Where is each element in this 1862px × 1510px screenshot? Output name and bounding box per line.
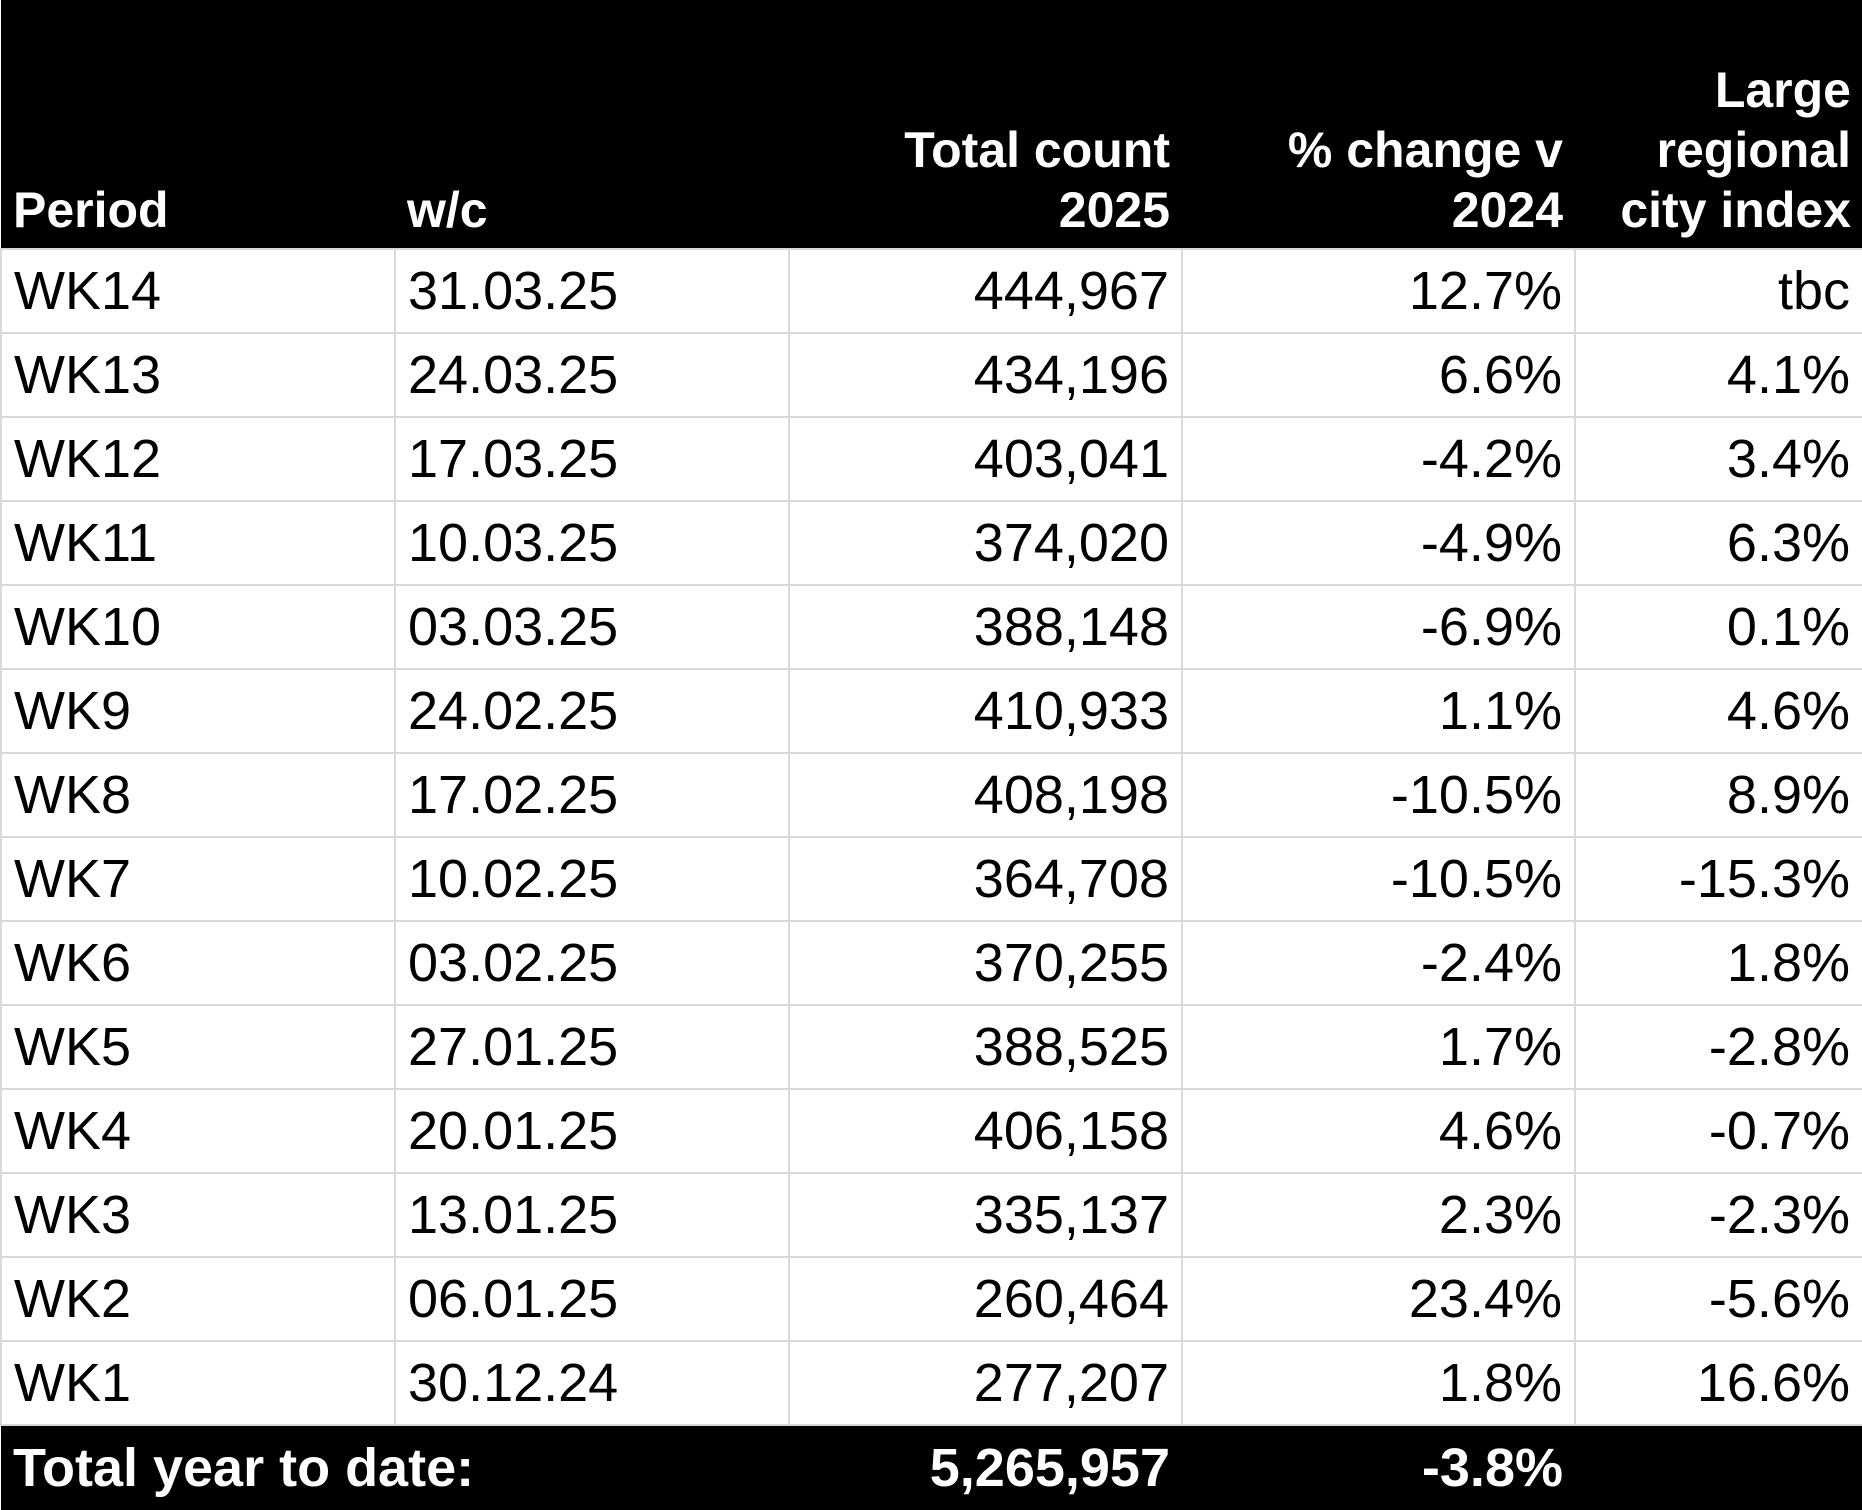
column-header: Large regional city index [1575,0,1862,249]
table-cell: WK1 [0,1340,396,1426]
table-cell: WK3 [0,1172,396,1258]
table-cell: -15.3% [1574,836,1862,922]
table-cell: 8.9% [1574,752,1862,838]
table-row: WK9 24.02.25 410,933 1.1% 4.6% [0,668,1862,754]
table-cell: 4.1% [1574,332,1862,418]
table-cell: 17.02.25 [394,752,790,838]
table-cell: 370,255 [788,920,1183,1006]
column-header: Period [1,0,395,249]
table-cell: 27.01.25 [394,1004,790,1090]
table-cell: 30.12.24 [394,1340,790,1426]
table-cell: -4.2% [1181,416,1576,502]
footer-label: Total year to date: [1,1425,789,1510]
table-cell: WK5 [0,1004,396,1090]
table-cell: 23.4% [1181,1256,1576,1342]
table-cell: 406,158 [788,1088,1183,1174]
table-cell: -6.9% [1181,584,1576,670]
table-row: WK1 30.12.24 277,207 1.8% 16.6% [0,1340,1862,1426]
table-cell: 17.03.25 [394,416,790,502]
table-row: WK13 24.03.25 434,196 6.6% 4.1% [0,332,1862,418]
column-header: Total count 2025 [789,0,1182,249]
table-cell: 6.6% [1181,332,1576,418]
table-cell: 20.01.25 [394,1088,790,1174]
table-row: WK12 17.03.25 403,041 -4.2% 3.4% [0,416,1862,502]
table-cell: 12.7% [1181,248,1576,334]
footer-change: -3.8% [1182,1425,1575,1510]
table-row: WK4 20.01.25 406,158 4.6% -0.7% [0,1088,1862,1174]
table-cell: 1.8% [1181,1340,1576,1426]
table-cell: 4.6% [1181,1088,1576,1174]
table-cell: 10.03.25 [394,500,790,586]
table-row: WK2 06.01.25 260,464 23.4% -5.6% [0,1256,1862,1342]
table-cell: 4.6% [1574,668,1862,754]
table-cell: 410,933 [788,668,1183,754]
table-cell: -4.9% [1181,500,1576,586]
table-cell: 1.1% [1181,668,1576,754]
table-cell: 0.1% [1574,584,1862,670]
table-cell: 403,041 [788,416,1183,502]
table-row: WK14 31.03.25 444,967 12.7% tbc [0,248,1862,334]
table-cell: 6.3% [1574,500,1862,586]
table-cell: WK14 [0,248,396,334]
table-cell: 364,708 [788,836,1183,922]
table-row: WK5 27.01.25 388,525 1.7% -2.8% [0,1004,1862,1090]
table-cell: 1.8% [1574,920,1862,1006]
table-cell: 260,464 [788,1256,1183,1342]
table-cell: -5.6% [1574,1256,1862,1342]
table-cell: WK12 [0,416,396,502]
table-cell: 335,137 [788,1172,1183,1258]
table-cell: 388,148 [788,584,1183,670]
table-cell: -2.8% [1574,1004,1862,1090]
table-cell: WK4 [0,1088,396,1174]
header-row: Period w/c Total count 2025% change v 2024… [1,0,1862,249]
table-cell: WK13 [0,332,396,418]
table-row: WK6 03.02.25 370,255 -2.4% 1.8% [0,920,1862,1006]
table-cell: 1.7% [1181,1004,1576,1090]
column-header: w/c [395,0,789,249]
table-cell: 06.01.25 [394,1256,790,1342]
table-cell: 408,198 [788,752,1183,838]
table-cell: -0.7% [1574,1088,1862,1174]
table-cell: WK10 [0,584,396,670]
table-cell: -10.5% [1181,752,1576,838]
footer-row: Total year to date: 5,265,957 -3.8% [1,1425,1862,1510]
table-cell: -2.4% [1181,920,1576,1006]
table-cell: 3.4% [1574,416,1862,502]
column-header: % change v 2024 [1182,0,1575,249]
footer-empty [1575,1425,1862,1510]
table-row: WK11 10.03.25 374,020 -4.9% 6.3% [0,500,1862,586]
table-cell: 277,207 [788,1340,1183,1426]
table-cell: 388,525 [788,1004,1183,1090]
table-cell: WK6 [0,920,396,1006]
footer-total: 5,265,957 [789,1425,1182,1510]
table-body: WK14 31.03.25 444,967 12.7% tbc WK13 24.03.25 4… [0,248,1862,1426]
table-cell: WK7 [0,836,396,922]
table-cell: WK8 [0,752,396,838]
table-row: WK3 13.01.25 335,137 2.3% -2.3% [0,1172,1862,1258]
table-row: WK8 17.02.25 408,198 -10.5% 8.9% [0,752,1862,838]
table-cell: WK2 [0,1256,396,1342]
table-cell: WK11 [0,500,396,586]
table-cell: 24.02.25 [394,668,790,754]
table-row: WK10 03.03.25 388,148 -6.9% 0.1% [0,584,1862,670]
table-row: WK7 10.02.25 364,708 -10.5% -15.3% [0,836,1862,922]
table-cell: 31.03.25 [394,248,790,334]
table-cell: 13.01.25 [394,1172,790,1258]
table-cell: -2.3% [1574,1172,1862,1258]
table-cell: 10.02.25 [394,836,790,922]
table-cell: 374,020 [788,500,1183,586]
table-cell: 2.3% [1181,1172,1576,1258]
table-cell: 434,196 [788,332,1183,418]
table-cell: 03.02.25 [394,920,790,1006]
table-cell: -10.5% [1181,836,1576,922]
table-cell: tbc [1574,248,1862,334]
table-cell: 444,967 [788,248,1183,334]
table-cell: WK9 [0,668,396,754]
table-cell: 24.03.25 [394,332,790,418]
table-cell: 03.03.25 [394,584,790,670]
table-cell: 16.6% [1574,1340,1862,1426]
